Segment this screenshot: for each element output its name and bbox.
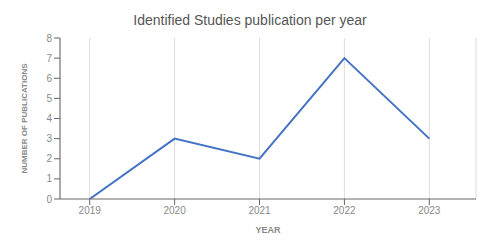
svg-text:8: 8 bbox=[46, 33, 52, 44]
svg-text:4: 4 bbox=[46, 113, 52, 124]
svg-text:NUMBER OF PUBLICATIONS: NUMBER OF PUBLICATIONS bbox=[20, 63, 29, 174]
svg-text:5: 5 bbox=[46, 93, 52, 104]
svg-text:2: 2 bbox=[46, 153, 52, 164]
svg-text:YEAR: YEAR bbox=[255, 225, 281, 235]
svg-text:2020: 2020 bbox=[163, 205, 186, 216]
svg-text:2019: 2019 bbox=[79, 205, 102, 216]
svg-text:7: 7 bbox=[46, 53, 52, 64]
html-text:Identified Studies publication: Identified Studies publication per year bbox=[133, 12, 367, 28]
svg-text:1: 1 bbox=[46, 173, 52, 184]
svg-text:3: 3 bbox=[46, 133, 52, 144]
svg-text:2021: 2021 bbox=[248, 205, 271, 216]
svg-text:2023: 2023 bbox=[418, 205, 441, 216]
svg-text:6: 6 bbox=[46, 73, 52, 84]
svg-text:2022: 2022 bbox=[333, 205, 356, 216]
svg-text:0: 0 bbox=[46, 194, 52, 205]
